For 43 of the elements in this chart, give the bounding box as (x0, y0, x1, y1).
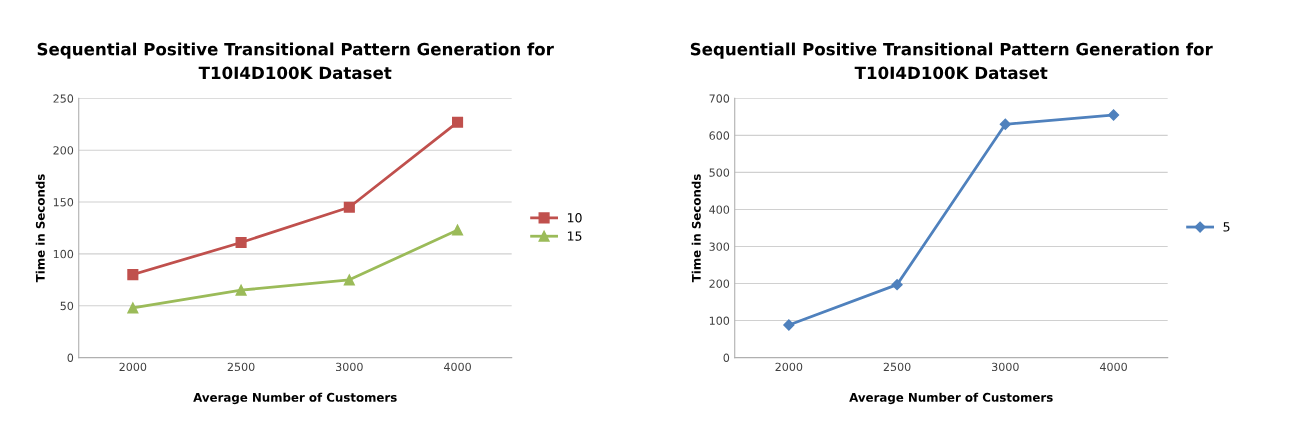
y-tick-label: 150 (53, 198, 74, 207)
y-axis-title: Time in Seconds (35, 174, 45, 283)
point (343, 201, 355, 213)
x-tick-label: 2000 (775, 362, 803, 372)
y-tick-label: 700 (709, 94, 730, 103)
x-axis-title: Average Number of Customers (193, 392, 397, 405)
x-tick-label: 3000 (336, 362, 363, 372)
point (783, 319, 795, 331)
y-tick-label: 100 (53, 249, 74, 259)
point (127, 269, 139, 281)
y-tick-label: 100 (709, 316, 730, 325)
y-tick-label: 600 (709, 131, 730, 140)
point (1107, 109, 1120, 121)
x-axis-title: Average Number of Customers (849, 392, 1053, 405)
y-tick-label: 0 (67, 353, 74, 362)
point (127, 302, 139, 314)
y-tick-label: 400 (709, 205, 730, 214)
y-tick-label: 500 (709, 168, 730, 177)
legend-label: 15 (567, 231, 582, 241)
x-tick-label: 3000 (992, 362, 1019, 372)
point (452, 116, 464, 128)
x-tick-label: 4000 (1099, 362, 1127, 372)
chart-title: Sequentiall Positive Transitional Pattern Generation for T10I4D100K Dataset (690, 42, 1213, 80)
legend-label: 5 (1223, 222, 1230, 232)
x-tick-label: 4000 (443, 362, 471, 372)
y-tick-label: 300 (709, 242, 730, 251)
y-axis-title: Time in Seconds (691, 174, 701, 283)
y-tick-label: 200 (709, 279, 730, 288)
point (891, 279, 903, 291)
x-tick-label: 2000 (119, 362, 147, 372)
x-tick-label: 2500 (883, 362, 911, 372)
legend-label: 10 (567, 212, 582, 223)
point (999, 118, 1011, 130)
y-tick-label: 50 (60, 301, 74, 311)
point (343, 274, 355, 286)
y-tick-label: 250 (53, 94, 74, 103)
point (235, 284, 247, 296)
point (235, 236, 247, 249)
y-tick-label: 0 (723, 353, 730, 362)
y-tick-label: 200 (53, 146, 74, 155)
x-tick-label: 2500 (227, 362, 255, 372)
chart-title: Sequential Positive Transitional Pattern Generation for T10I4D100K Dataset (37, 42, 554, 80)
point (452, 224, 464, 236)
